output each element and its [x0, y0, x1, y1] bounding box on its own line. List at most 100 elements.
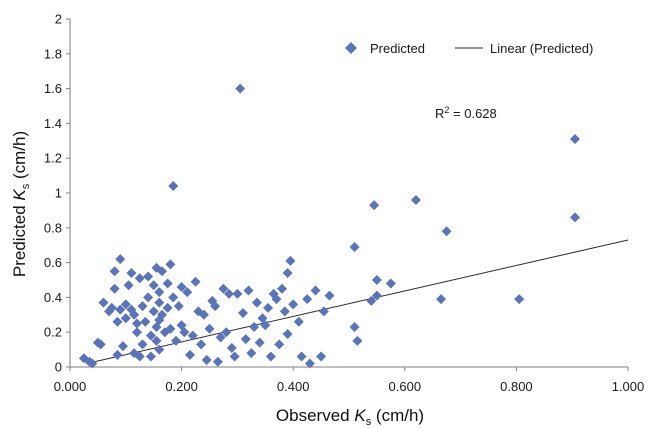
data-point	[131, 318, 142, 329]
data-point	[140, 316, 151, 327]
data-point	[218, 283, 229, 294]
data-point	[187, 330, 198, 341]
data-point	[151, 335, 162, 346]
legend-label-linear: Linear (Predicted)	[490, 41, 593, 56]
data-point	[569, 212, 580, 223]
data-point	[224, 288, 235, 299]
y-tick-label: 1.2	[44, 151, 62, 166]
data-point	[263, 302, 274, 313]
data-point	[137, 339, 148, 350]
r-squared-prefix: R	[435, 106, 444, 121]
data-point	[237, 308, 248, 319]
data-point	[106, 302, 117, 313]
data-point	[282, 328, 293, 339]
data-point	[232, 288, 243, 299]
data-point	[154, 297, 165, 308]
y-tick-label: 0.2	[44, 325, 62, 340]
data-point	[162, 278, 173, 289]
data-point	[265, 351, 276, 362]
data-point	[514, 294, 525, 305]
data-point	[349, 241, 360, 252]
data-point	[134, 351, 145, 362]
x-axis-title-suffix: (cm/h)	[371, 406, 424, 425]
data-point	[176, 281, 187, 292]
data-point	[246, 348, 257, 359]
legend-marker-icon	[345, 42, 357, 54]
data-points-layer	[78, 83, 580, 369]
data-point	[352, 335, 363, 346]
data-point	[87, 358, 98, 369]
data-point	[173, 301, 184, 312]
data-point	[165, 259, 176, 270]
y-tick-label: 1.4	[44, 116, 62, 131]
data-point	[165, 323, 176, 334]
data-point	[229, 351, 240, 362]
data-point	[120, 299, 131, 310]
data-point	[115, 304, 126, 315]
data-point	[145, 330, 156, 341]
data-point	[302, 294, 313, 305]
y-tick-label: 0.6	[44, 255, 62, 270]
data-point	[282, 268, 293, 279]
data-point	[249, 321, 260, 332]
data-point	[204, 323, 215, 334]
data-point	[98, 297, 109, 308]
data-point	[221, 327, 232, 338]
data-point	[134, 273, 145, 284]
data-point	[168, 181, 179, 192]
r-squared-superscript: 2	[444, 105, 449, 115]
data-point	[235, 83, 246, 94]
data-point	[210, 301, 221, 312]
data-point	[196, 339, 207, 350]
data-point	[240, 334, 251, 345]
y-tick-label: 0	[55, 360, 62, 375]
y-tick-label: 0.8	[44, 220, 62, 235]
data-point	[441, 226, 452, 237]
data-point	[148, 306, 159, 317]
tick-labels: 0 0.2 0.4 0.6 0.8 1 1.2 1.4 1.6 1.8 2 0.000 0.200 0.4…	[44, 12, 644, 395]
data-point	[109, 283, 120, 294]
legend: Predicted Linear (Predicted)	[345, 41, 593, 56]
data-point	[279, 306, 290, 317]
data-point	[157, 309, 168, 320]
data-point	[123, 280, 134, 291]
data-point	[569, 134, 580, 145]
data-point	[371, 290, 382, 301]
data-point	[274, 339, 285, 350]
data-point	[366, 295, 377, 306]
data-point	[162, 302, 173, 313]
data-point	[109, 266, 120, 277]
data-point	[148, 280, 159, 291]
x-tick-label: 0.000	[54, 379, 87, 394]
data-point	[318, 306, 329, 317]
r-squared-value: = 0.628	[449, 106, 496, 121]
data-point	[182, 287, 193, 298]
data-point	[115, 254, 126, 265]
data-point	[120, 313, 131, 324]
data-point	[296, 351, 307, 362]
data-point	[131, 327, 142, 338]
y-axis-title-subscript: s	[20, 183, 32, 189]
x-tick-label: 0.400	[277, 379, 310, 394]
data-point	[143, 292, 154, 303]
data-point	[369, 200, 380, 211]
data-point	[316, 351, 327, 362]
y-tick-label: 1.8	[44, 46, 62, 61]
data-point	[137, 301, 148, 312]
data-point	[243, 285, 254, 296]
axes	[66, 18, 629, 371]
data-point	[385, 278, 396, 289]
y-axis-title: Predicted Ks (cm/h)	[10, 131, 32, 277]
data-point	[410, 194, 421, 205]
data-point	[168, 292, 179, 303]
y-axis-title-symbol: K	[10, 189, 29, 201]
data-point	[171, 335, 182, 346]
data-point	[371, 275, 382, 285]
data-point	[154, 344, 165, 355]
data-point	[112, 316, 123, 327]
data-point	[179, 327, 190, 338]
data-point	[324, 290, 335, 301]
y-tick-label: 2	[55, 12, 62, 27]
data-point	[251, 297, 262, 308]
